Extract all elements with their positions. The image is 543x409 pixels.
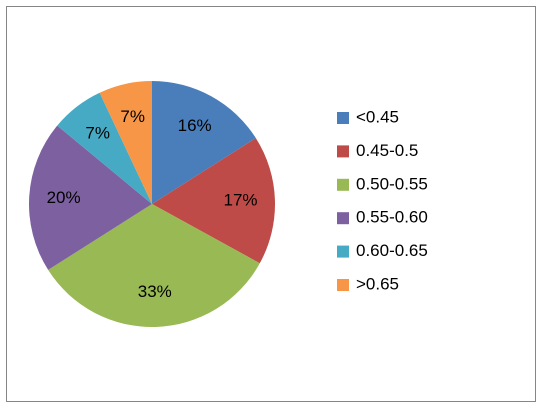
data-label: 33% bbox=[138, 282, 172, 301]
pie-slice bbox=[152, 138, 276, 264]
legend-label: 0.60-0.65 bbox=[356, 241, 428, 260]
pie-slice bbox=[48, 204, 260, 328]
pie-slice bbox=[99, 81, 152, 204]
pie-slice bbox=[28, 125, 152, 270]
legend-swatch bbox=[337, 212, 349, 225]
data-label: 7% bbox=[85, 124, 110, 143]
legend-swatch bbox=[337, 145, 349, 158]
legend-label: >0.65 bbox=[356, 274, 399, 293]
legend-label: 0.45-0.5 bbox=[356, 141, 418, 160]
pie-slice bbox=[152, 81, 256, 204]
legend-label: 0.55-0.60 bbox=[356, 208, 428, 227]
legend-swatch bbox=[337, 178, 349, 191]
legend-swatch bbox=[337, 245, 349, 258]
data-label: 7% bbox=[120, 107, 145, 126]
data-label: 20% bbox=[47, 188, 81, 207]
data-label: 17% bbox=[224, 191, 258, 210]
legend-label: 0.50-0.55 bbox=[356, 174, 428, 193]
legend-label: <0.45 bbox=[356, 107, 399, 126]
data-label: 16% bbox=[178, 116, 212, 135]
pie-slice bbox=[57, 92, 153, 204]
legend-swatch bbox=[337, 279, 349, 291]
legend-swatch bbox=[337, 112, 349, 124]
